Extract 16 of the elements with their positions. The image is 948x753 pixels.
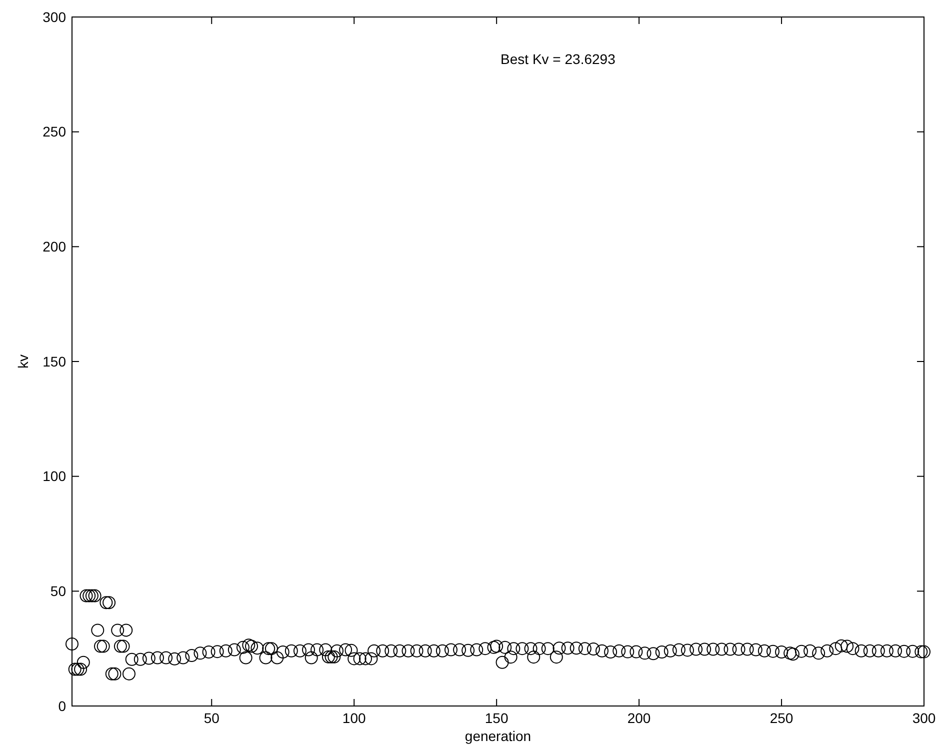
x-tick-label: 200 bbox=[627, 710, 651, 726]
x-axis-title: generation bbox=[464, 728, 532, 744]
y-tick-label: 0 bbox=[58, 698, 66, 714]
y-tick-label: 150 bbox=[42, 353, 66, 370]
y-tick-label: 300 bbox=[42, 8, 66, 25]
x-tick-label: 150 bbox=[484, 710, 508, 726]
y-tick-label: 200 bbox=[42, 238, 66, 255]
x-tick-label: 300 bbox=[912, 710, 936, 726]
y-tick-label: 100 bbox=[42, 468, 66, 484]
y-tick-label: 50 bbox=[50, 583, 66, 600]
x-tick-label: 100 bbox=[342, 710, 366, 726]
x-tick-label: 250 bbox=[770, 710, 794, 726]
x-tick-label: 50 bbox=[204, 710, 220, 726]
y-axis-title: kv bbox=[15, 354, 31, 368]
annotation: Best Kv = 23.6293 bbox=[500, 51, 616, 67]
y-tick-label: 250 bbox=[42, 124, 66, 140]
